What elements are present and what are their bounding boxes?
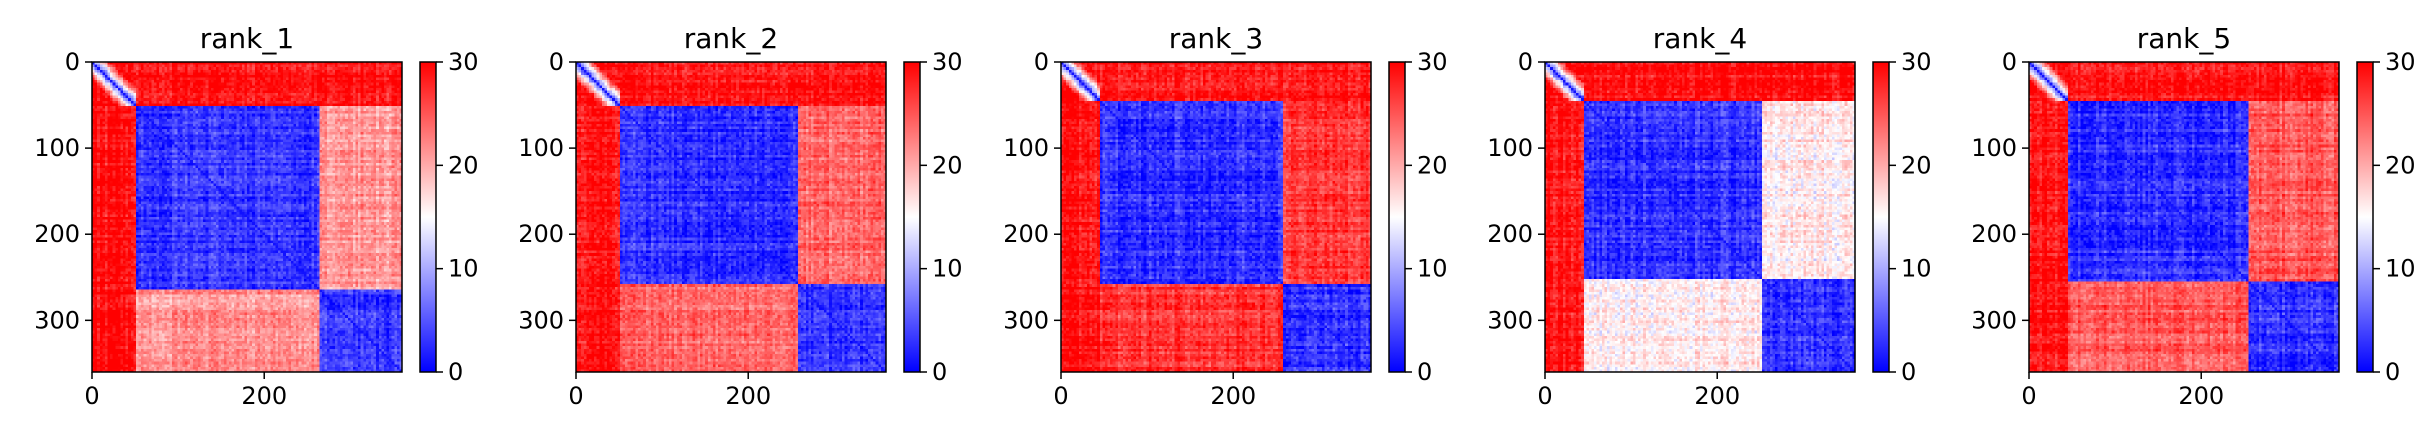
y-tick-label: 0 [65,48,80,76]
y-tick-label: 100 [1487,134,1533,162]
y-tick-label: 0 [1034,48,1049,76]
colorbar [1388,61,1406,373]
heatmap-panel-4: rank_4 0 200 0 100 200 300 0 10 20 30 [1487,22,1931,410]
colorbar [419,61,437,373]
y-tick-label: 300 [34,306,80,334]
y-tick-label: 200 [1487,220,1533,248]
y-tick-label: 300 [518,306,564,334]
chart-title: rank_3 [1169,22,1263,55]
x-tick-label: 200 [241,382,287,410]
colorbar-tick-label: 30 [1901,48,1932,76]
heatmap-cells [1061,62,1371,372]
chart-title: rank_2 [684,22,778,55]
y-tick-label: 100 [1971,134,2017,162]
colorbar-tick-label: 10 [2385,255,2416,283]
colorbar-tick-label: 0 [2385,358,2400,386]
y-tick-label: 200 [518,220,564,248]
colorbar-tick-label: 0 [1417,358,1432,386]
y-tick-label: 0 [2002,48,2017,76]
heatmap-cells [92,62,402,372]
x-tick-label: 0 [1053,382,1068,410]
colorbar-tick-label: 0 [932,358,947,386]
x-tick-label: 0 [568,382,583,410]
plot-frame [575,61,887,373]
x-tick-label: 200 [725,382,771,410]
x-tick-label: 200 [2178,382,2224,410]
colorbar-tick-label: 30 [448,48,479,76]
colorbar-tick-label: 20 [1901,151,1932,179]
colorbar-tick-label: 10 [1901,255,1932,283]
plot-frame [2028,61,2340,373]
x-tick-label: 0 [1537,382,1552,410]
y-tick-label: 200 [34,220,80,248]
colorbar-tick-label: 10 [1417,255,1448,283]
colorbar-tick-label: 30 [1417,48,1448,76]
colorbar-tick-label: 20 [1417,151,1448,179]
colorbar-tick-label: 30 [2385,48,2416,76]
x-tick-label: 200 [1210,382,1256,410]
y-tick-label: 300 [1003,306,1049,334]
y-tick-label: 300 [1971,306,2017,334]
y-tick-label: 100 [1003,134,1049,162]
y-tick-label: 200 [1971,220,2017,248]
colorbar-tick-label: 20 [932,151,963,179]
x-tick-label: 0 [84,382,99,410]
chart-title: rank_1 [200,22,294,55]
plot-frame [1060,61,1372,373]
heatmap-panel-1: rank_1 0 200 0 100 200 300 0 10 20 30 [34,22,478,410]
x-tick-label: 200 [1694,382,1740,410]
heatmap-cells [2029,62,2339,372]
heatmap-cells [576,62,886,372]
colorbar-tick-label: 0 [1901,358,1916,386]
colorbar-tick-label: 10 [932,255,963,283]
y-tick-label: 0 [549,48,564,76]
plot-frame [1544,61,1856,373]
colorbar-tick-label: 30 [932,48,963,76]
y-tick-label: 100 [34,134,80,162]
chart-title: rank_5 [2137,22,2231,55]
heatmap-panel-2: rank_2 0 200 0 100 200 300 0 10 20 30 [518,22,962,410]
chart-title: rank_4 [1653,22,1747,55]
heatmap-cells [1545,62,1855,372]
colorbar [903,61,921,373]
colorbar-tick-label: 20 [2385,151,2416,179]
heatmap-panel-5: rank_5 0 200 0 100 200 300 0 10 20 30 [1971,22,2415,410]
colorbar-tick-label: 0 [448,358,463,386]
y-tick-label: 100 [518,134,564,162]
colorbar [2356,61,2374,373]
colorbar [1872,61,1890,373]
colorbar-tick-label: 10 [448,255,479,283]
y-tick-label: 200 [1003,220,1049,248]
colorbar-tick-label: 20 [448,151,479,179]
heatmap-panel-3: rank_3 0 200 0 100 200 300 0 10 20 30 [1003,22,1447,410]
y-tick-label: 0 [1518,48,1533,76]
y-tick-label: 300 [1487,306,1533,334]
plot-frame [91,61,403,373]
x-tick-label: 0 [2021,382,2036,410]
